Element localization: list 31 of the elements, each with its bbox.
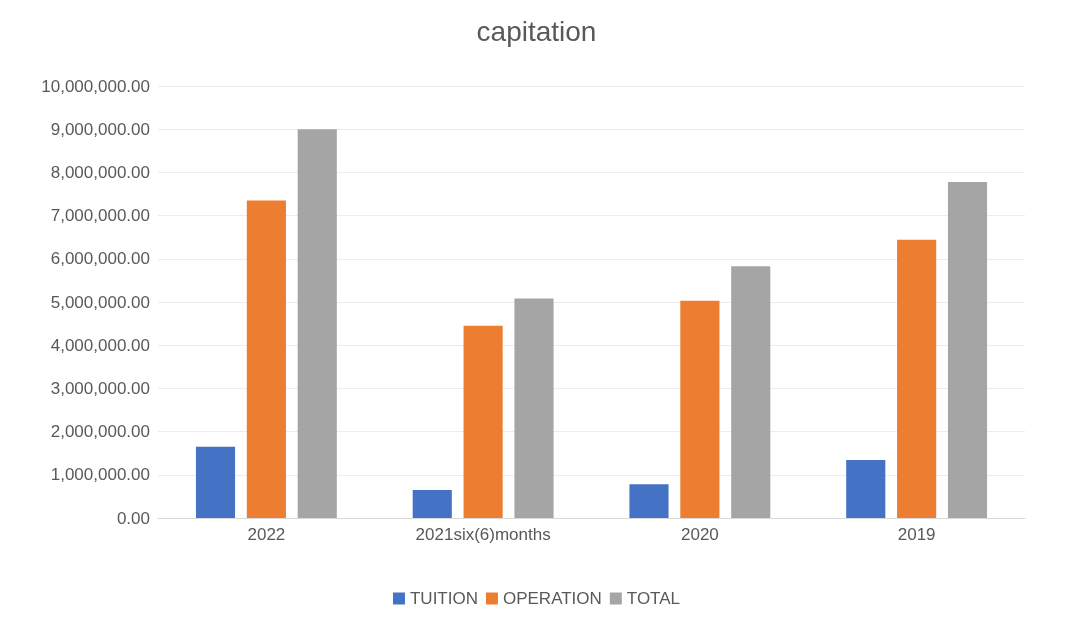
y-tick-label: 0.00 — [116, 508, 150, 528]
bar — [731, 266, 771, 518]
legend-label: OPERATION — [502, 589, 602, 608]
x-tick-label: 2021six(6)months — [415, 525, 551, 544]
x-tick-label: 2022 — [247, 525, 286, 544]
bar — [246, 200, 286, 518]
bar — [947, 181, 988, 518]
x-tick-label: 2019 — [897, 525, 936, 544]
y-tick-label: 2,000,000.00 — [50, 422, 150, 442]
legend-label: TOTAL — [626, 589, 681, 608]
x-tick-label: 2020 — [680, 525, 719, 544]
y-tick-label: 6,000,000.00 — [50, 249, 150, 269]
y-tick-label: 5,000,000.00 — [50, 292, 150, 312]
bar — [195, 446, 236, 518]
bar — [463, 325, 503, 518]
y-tick-label: 8,000,000.00 — [50, 162, 150, 182]
bar — [514, 298, 554, 518]
bar — [412, 489, 452, 518]
bar — [680, 300, 720, 518]
bar — [629, 484, 669, 518]
bar — [297, 129, 337, 518]
y-tick-label: 4,000,000.00 — [50, 335, 150, 355]
legend-label: TUITION — [409, 589, 478, 608]
y-tick-label: 10,000,000.00 — [41, 76, 150, 96]
bar — [846, 460, 886, 518]
bar — [897, 239, 937, 518]
y-tick-label: 3,000,000.00 — [50, 378, 150, 398]
y-tick-label: 7,000,000.00 — [50, 206, 150, 226]
chart-title: capitation — [476, 15, 597, 47]
y-tick-label: 1,000,000.00 — [50, 465, 150, 485]
y-tick-label: 9,000,000.00 — [50, 119, 150, 139]
